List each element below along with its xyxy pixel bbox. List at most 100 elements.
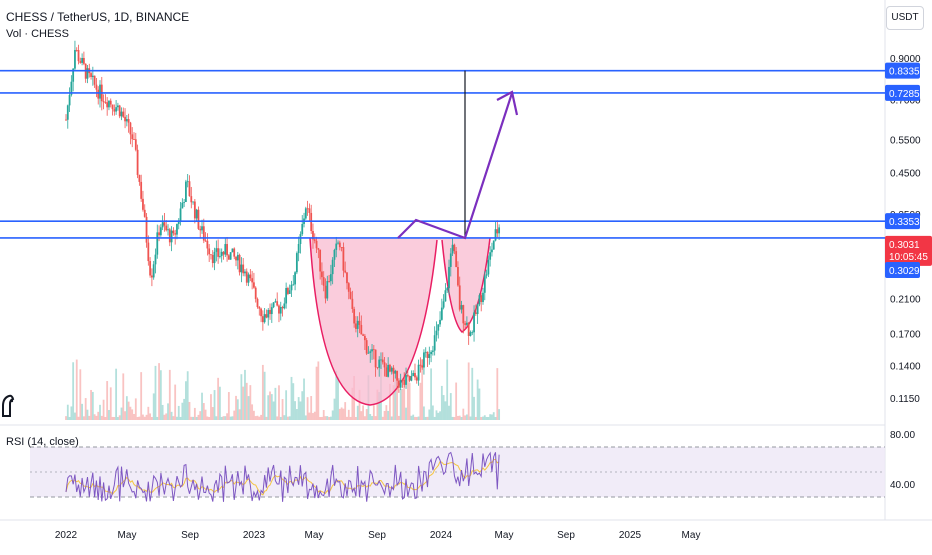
volume-bar: [390, 416, 393, 420]
volume-bar: [118, 415, 121, 420]
volume-bar: [360, 411, 363, 420]
candle-body: [111, 104, 114, 110]
candle-body: [279, 307, 282, 314]
volume-bar: [100, 415, 103, 420]
level-tag-label: 0.7285: [889, 89, 920, 100]
volume-bar: [109, 387, 112, 420]
time-tick-label: Sep: [368, 530, 386, 541]
time-tick-label: May: [682, 530, 701, 541]
volume-label: Vol · CHESS: [6, 28, 69, 40]
candles: [65, 40, 501, 393]
volume-bar: [333, 398, 336, 420]
candle-body: [256, 298, 259, 308]
volume-bar: [238, 409, 241, 420]
volume-bar: [426, 416, 429, 420]
candle-body: [482, 292, 484, 303]
candle-body: [312, 231, 314, 240]
candle-body: [292, 284, 295, 286]
candle-body: [353, 308, 356, 324]
volume-bar: [424, 416, 427, 420]
volume-bar: [372, 405, 375, 420]
volume-bar: [151, 416, 153, 420]
candle-body: [199, 228, 202, 231]
volume-bar: [222, 416, 225, 420]
volume-bar: [138, 416, 141, 420]
volume-bar: [319, 416, 322, 420]
candle-body: [170, 230, 173, 243]
candle-body: [104, 102, 107, 103]
candle-body: [297, 244, 300, 254]
candle-body: [66, 105, 69, 120]
volume-bar: [115, 368, 118, 420]
volume-bar: [244, 369, 246, 420]
candle-body: [385, 367, 388, 377]
candle-body: [469, 332, 472, 336]
candle-body: [301, 224, 304, 235]
volume-bar: [285, 390, 288, 420]
volume-bar: [170, 411, 173, 420]
volume-bar: [124, 411, 126, 420]
volume-bar: [437, 412, 440, 420]
candle-body: [113, 109, 116, 112]
volume-bar: [156, 416, 159, 420]
volume-bar: [417, 416, 420, 420]
volume-bar: [399, 389, 402, 420]
currency-button[interactable]: USDT: [886, 6, 924, 30]
volume-bar: [414, 416, 416, 420]
volume-bar: [265, 416, 268, 420]
candle-body: [143, 209, 146, 217]
candle-body: [299, 234, 302, 245]
volume-bar: [405, 407, 407, 420]
volume-bar: [469, 416, 472, 420]
candle-body: [251, 278, 254, 283]
candle-body: [185, 181, 187, 203]
candle-body: [483, 275, 486, 293]
volume-bar: [204, 409, 207, 420]
volume-bar: [149, 413, 152, 420]
volume-bar: [190, 416, 193, 420]
volume-bar: [403, 372, 406, 420]
candle-body: [163, 222, 166, 226]
volume-bar: [122, 373, 125, 420]
volume-bar: [306, 397, 309, 420]
candle-body: [326, 281, 329, 299]
current-price-label: 0.3031: [889, 240, 920, 251]
candle-body: [267, 309, 270, 318]
candle-body: [219, 256, 221, 257]
volume-bar: [240, 374, 243, 420]
volume-bar: [93, 414, 96, 420]
volume-bar: [179, 416, 182, 420]
volume-bar: [482, 416, 484, 420]
candle-body: [329, 274, 332, 282]
candle-body: [458, 285, 461, 310]
candle-body: [389, 364, 391, 372]
level-tag-label: 0.3029: [889, 266, 920, 277]
candle-body: [240, 264, 243, 273]
candle-body: [403, 380, 406, 385]
candle-body: [274, 301, 277, 303]
volume-bar: [270, 394, 273, 420]
volume-bar: [188, 401, 191, 420]
candle-body: [227, 255, 230, 260]
volume-bar: [65, 416, 67, 420]
candle-body: [120, 111, 123, 117]
volume-bar: [82, 416, 85, 420]
volume-bar: [91, 391, 94, 420]
volume-bar: [433, 416, 436, 420]
volume-bar: [254, 416, 257, 420]
candle-body: [433, 335, 436, 351]
arrow-head: [496, 90, 519, 116]
candle-body: [369, 351, 372, 353]
candle-body: [315, 240, 318, 249]
volume-bar: [267, 395, 270, 420]
volume-bar: [485, 416, 488, 420]
volume-bar: [444, 401, 447, 420]
countdown-label: 10:05:45: [889, 252, 928, 263]
volume-bar: [408, 382, 411, 420]
candle-body: [117, 105, 119, 108]
candle-body: [431, 350, 434, 352]
time-tick-label: May: [118, 530, 137, 541]
candle-body: [321, 271, 323, 278]
candle-body: [161, 222, 164, 228]
